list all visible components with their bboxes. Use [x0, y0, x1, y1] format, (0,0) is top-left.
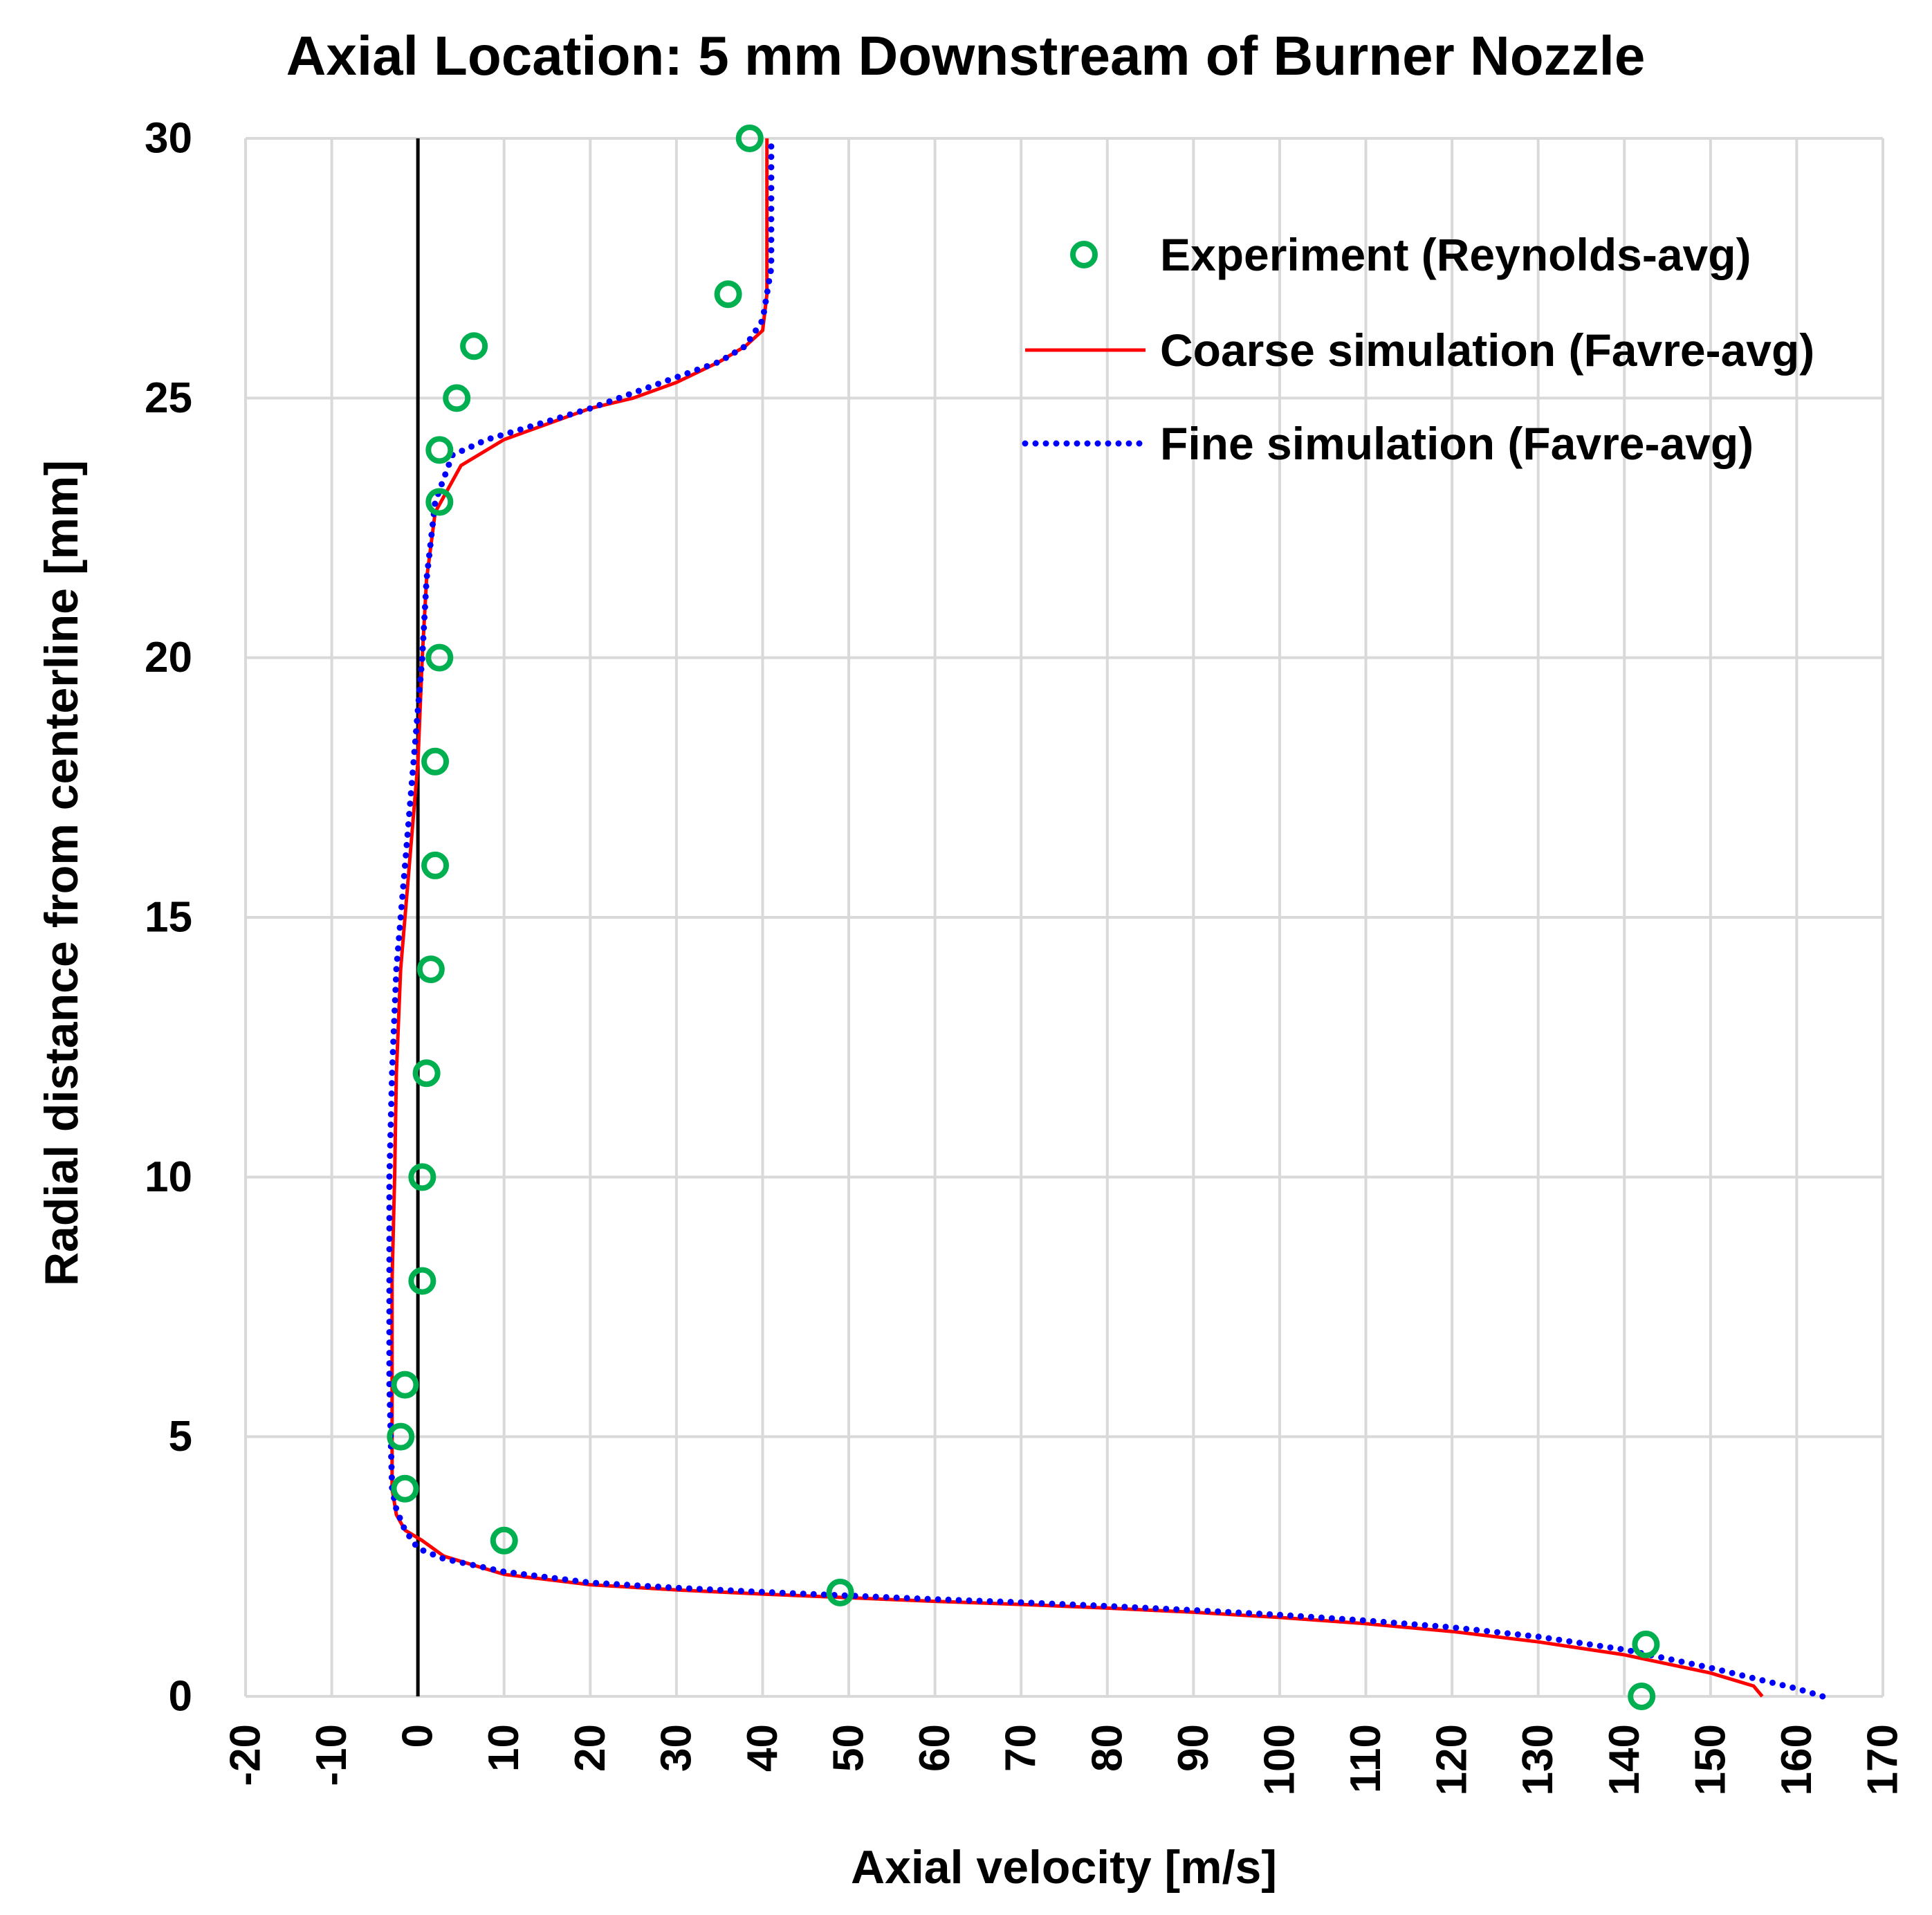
x-tick-label: 40: [739, 1724, 786, 1772]
y-tick-label: 15: [145, 894, 192, 942]
experiment-point: [391, 1474, 419, 1503]
experiment-point: [714, 280, 742, 309]
x-tick-label: 130: [1514, 1724, 1562, 1795]
x-tick-label: 150: [1686, 1724, 1734, 1795]
experiment-point: [826, 1578, 854, 1606]
legend-label: Fine simulation (Favre-avg): [1160, 418, 1754, 469]
experiment-point: [490, 1526, 518, 1555]
x-tick-label: 110: [1342, 1724, 1390, 1793]
legend-label: Coarse simulation (Favre-avg): [1160, 324, 1814, 376]
y-tick-label: 10: [145, 1153, 192, 1201]
axes: -20 -10 0 10 20 30 40 50 60 70 80 90 100 110 120 130 140…: [145, 115, 1906, 1796]
legend: Experiment (Reynolds-avg) Coarse simulati…: [1022, 229, 1814, 469]
experiment-point: [425, 643, 454, 672]
y-tick-label: 25: [145, 374, 192, 422]
x-tick-label: 170: [1859, 1724, 1907, 1795]
legend-label: Experiment (Reynolds-avg): [1160, 229, 1751, 280]
experiment-point: [443, 384, 471, 412]
x-tick-label: 0: [394, 1724, 442, 1748]
experiment-point: [408, 1163, 436, 1191]
y-tick-label: 20: [145, 634, 192, 681]
fine-simulation-line: [386, 135, 1826, 1700]
x-tick-label: 50: [825, 1724, 873, 1772]
x-tick-label: 80: [1083, 1724, 1131, 1772]
y-axis-label: Radial distance from centerline [mm]: [35, 460, 88, 1286]
chart-title: Axial Location: 5 mm Downstream of Burne…: [286, 25, 1646, 86]
x-tick-label: 60: [911, 1724, 959, 1772]
experiment-point: [421, 851, 450, 879]
x-tick-label: 160: [1773, 1724, 1821, 1795]
x-tick-label: 90: [1170, 1724, 1217, 1772]
x-tick-label: 120: [1428, 1724, 1476, 1795]
x-tick-label: -20: [222, 1724, 270, 1786]
experiment-point: [1628, 1683, 1656, 1710]
experiment-point: [416, 955, 445, 984]
x-tick-label: 100: [1255, 1724, 1303, 1795]
x-tick-label: -10: [308, 1724, 356, 1786]
experiment-point: [412, 1059, 441, 1088]
experiment-point: [425, 488, 454, 516]
experiment-point: [735, 125, 764, 152]
y-tick-label: 0: [169, 1673, 192, 1721]
grid: [244, 137, 1884, 1698]
experiment-point: [391, 1371, 419, 1399]
y-tick-label: 5: [169, 1413, 192, 1460]
x-axis-label: Axial velocity [m/s]: [851, 1841, 1277, 1894]
x-tick-label: 30: [652, 1724, 700, 1772]
experiment-point: [460, 332, 488, 360]
plot-area: [386, 125, 1826, 1710]
experiment-point: [425, 436, 454, 464]
experiment-point: [408, 1267, 436, 1295]
experiment-point: [421, 747, 450, 776]
experiment-point: [1632, 1630, 1660, 1658]
x-tick-label: 10: [480, 1724, 528, 1772]
legend-marker-experiment: [1070, 241, 1098, 268]
experiment-point: [387, 1422, 415, 1451]
x-tick-label: 140: [1601, 1724, 1648, 1795]
x-tick-label: 70: [997, 1724, 1045, 1772]
y-tick-label: 30: [145, 115, 192, 163]
x-tick-label: 20: [567, 1724, 614, 1772]
